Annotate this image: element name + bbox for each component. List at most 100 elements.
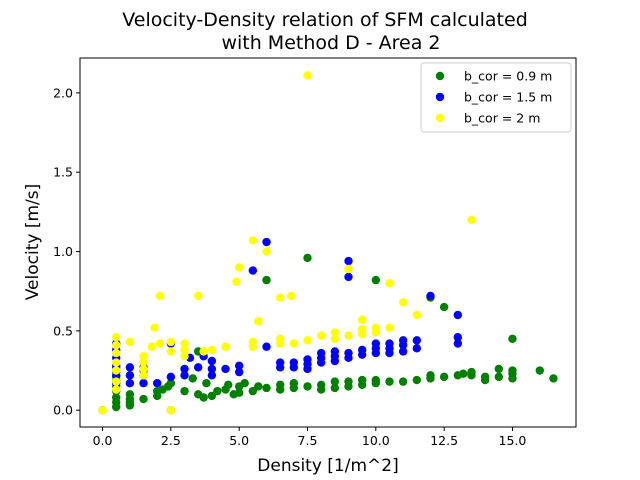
data-point [303, 336, 312, 345]
series-2-points [112, 237, 463, 388]
data-point [398, 336, 408, 345]
data-point [480, 372, 490, 382]
data-point [303, 382, 312, 391]
data-point [125, 371, 135, 380]
data-point [385, 377, 394, 386]
data-point [344, 348, 353, 358]
data-point [234, 361, 244, 370]
data-point [316, 348, 326, 358]
axis-ticks: 0.0 2.5 5.0 7.5 10.0 12.5 15.0 0.0 0.5 1.0 1.5 2.0 [53, 85, 526, 448]
data-point [166, 379, 176, 388]
data-point [286, 291, 296, 301]
data-point [180, 345, 189, 355]
data-point [147, 342, 156, 351]
data-point [112, 393, 121, 402]
data-point [330, 328, 340, 337]
data-point [207, 345, 217, 355]
data-point [494, 372, 503, 382]
data-point [150, 323, 159, 332]
x-tick-label: 7.5 [298, 433, 318, 448]
data-point [453, 333, 463, 342]
data-point [112, 333, 121, 342]
data-point [412, 344, 422, 353]
data-point [112, 377, 121, 386]
data-point [262, 275, 271, 285]
data-point [248, 386, 258, 396]
y-axis-label: Velocity [m/s] [23, 184, 43, 301]
data-point [180, 352, 189, 361]
data-point [330, 334, 340, 343]
data-point [549, 374, 558, 383]
data-point [234, 388, 244, 397]
data-point [330, 347, 340, 356]
data-point [303, 355, 312, 364]
plot-area [98, 71, 558, 415]
data-point [371, 375, 381, 385]
x-tick-label: 2.5 [161, 433, 181, 448]
data-point [193, 291, 203, 301]
legend-label-3: b_cor = 2 m [464, 111, 540, 126]
data-point [289, 358, 299, 367]
y-tick-label: 1.0 [53, 244, 73, 259]
data-point [139, 358, 148, 367]
data-point [412, 375, 422, 385]
data-point [139, 352, 148, 361]
data-point [125, 337, 135, 347]
data-point [248, 266, 258, 275]
data-point [344, 272, 353, 282]
x-axis-label: Density [1/m^2] [257, 456, 398, 476]
data-point [535, 366, 544, 375]
data-point [330, 377, 340, 386]
data-point [357, 375, 367, 385]
data-point [357, 315, 367, 324]
legend-marker-2 [435, 92, 445, 102]
data-point [303, 253, 312, 263]
y-tick-label: 2.0 [53, 85, 73, 100]
data-point [344, 331, 353, 340]
data-point [467, 367, 476, 377]
y-tick-label: 0.0 [53, 403, 73, 418]
data-point [112, 348, 121, 358]
data-point [112, 366, 121, 375]
data-point [467, 215, 476, 225]
data-point [180, 364, 189, 374]
data-point [412, 310, 422, 320]
data-point [125, 379, 135, 388]
data-point [385, 339, 394, 348]
data-point [357, 345, 367, 355]
data-point [371, 275, 381, 285]
data-point [262, 237, 271, 247]
data-point [385, 323, 394, 332]
data-point [153, 379, 162, 388]
data-point [180, 371, 189, 380]
data-point [207, 356, 217, 366]
x-tick-label: 5.0 [229, 433, 249, 448]
x-tick-label: 15.0 [499, 433, 527, 448]
data-point [207, 371, 217, 380]
data-point [398, 347, 408, 356]
data-point [357, 325, 367, 334]
data-point [275, 380, 285, 390]
data-point [371, 323, 381, 332]
legend-marker-3 [435, 113, 445, 123]
data-point [224, 380, 233, 390]
legend-label-1: b_cor = 0.9 m [464, 69, 552, 84]
data-point [221, 364, 230, 374]
data-point [180, 339, 189, 348]
data-point [508, 366, 517, 375]
data-point [398, 298, 408, 307]
data-point [453, 310, 463, 320]
data-point [426, 371, 435, 380]
data-point [112, 358, 121, 367]
data-point [139, 394, 148, 404]
data-point [139, 379, 148, 388]
data-point [98, 405, 107, 415]
data-point [125, 390, 135, 399]
chart-title-line-2: with Method D - Area 2 [221, 32, 440, 54]
data-point [112, 385, 121, 394]
data-point [289, 339, 299, 348]
data-point [155, 339, 165, 348]
data-point [508, 334, 517, 343]
data-point [344, 256, 353, 266]
data-point [155, 291, 165, 301]
